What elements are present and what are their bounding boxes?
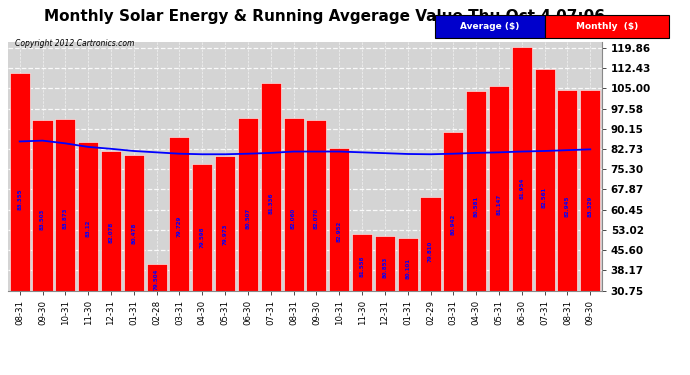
Text: Copyright 2012 Cartronics.com: Copyright 2012 Cartronics.com	[15, 39, 135, 48]
Bar	[397, 238, 417, 291]
Text: 79.729: 79.729	[177, 216, 182, 237]
Text: 80.478: 80.478	[131, 223, 137, 245]
Bar	[55, 118, 75, 291]
Text: 83.12: 83.12	[86, 220, 90, 237]
Bar	[535, 69, 555, 291]
Text: 83.873: 83.873	[63, 208, 68, 229]
Bar	[329, 148, 349, 291]
Text: 81.147: 81.147	[497, 194, 502, 215]
Bar	[10, 73, 30, 291]
Text: 82.952: 82.952	[337, 220, 342, 242]
Text: 80.853: 80.853	[382, 257, 387, 278]
Text: 83.503: 83.503	[40, 208, 45, 230]
Bar	[306, 120, 326, 291]
Text: 81.954: 81.954	[520, 178, 524, 199]
Bar	[215, 156, 235, 291]
Bar	[32, 120, 52, 291]
Bar	[443, 132, 464, 291]
Text: Monthly Solar Energy & Running Avgerage Value Thu Oct 4 07:06: Monthly Solar Energy & Running Avgerage …	[43, 9, 605, 24]
Bar	[261, 83, 281, 291]
Bar	[170, 137, 190, 291]
Bar	[284, 118, 304, 291]
Text: 82.070: 82.070	[314, 208, 319, 230]
Bar	[238, 118, 258, 291]
Text: 82.078: 82.078	[108, 221, 113, 243]
Text: Monthly  ($): Monthly ($)	[576, 22, 638, 31]
Bar	[352, 234, 372, 291]
Bar	[193, 164, 213, 291]
Text: 79.504: 79.504	[154, 269, 159, 290]
Text: 79.973: 79.973	[223, 224, 228, 245]
Bar	[420, 197, 440, 291]
Text: 82.060: 82.060	[291, 208, 296, 229]
Text: 82.945: 82.945	[565, 196, 570, 217]
Bar	[146, 264, 167, 291]
Text: 79.598: 79.598	[200, 226, 205, 248]
Text: 80.101: 80.101	[405, 258, 410, 279]
Bar	[489, 86, 509, 291]
Bar	[512, 48, 532, 291]
Text: Average ($): Average ($)	[460, 22, 520, 31]
Text: 80.507: 80.507	[246, 208, 250, 229]
Text: 80.581: 80.581	[473, 196, 479, 217]
Bar	[466, 91, 486, 291]
Text: 82.561: 82.561	[542, 187, 547, 208]
Text: 80.942: 80.942	[451, 213, 456, 235]
Text: 81.558: 81.558	[359, 256, 364, 278]
Bar	[558, 90, 578, 291]
Bar	[78, 142, 98, 291]
Bar	[580, 90, 600, 291]
Text: 83.355: 83.355	[17, 189, 22, 210]
Text: 83.329: 83.329	[588, 196, 593, 217]
Bar	[101, 151, 121, 291]
Text: 81.336: 81.336	[268, 193, 273, 214]
Bar	[375, 236, 395, 291]
Bar	[124, 155, 144, 291]
Text: 79.810: 79.810	[428, 241, 433, 262]
